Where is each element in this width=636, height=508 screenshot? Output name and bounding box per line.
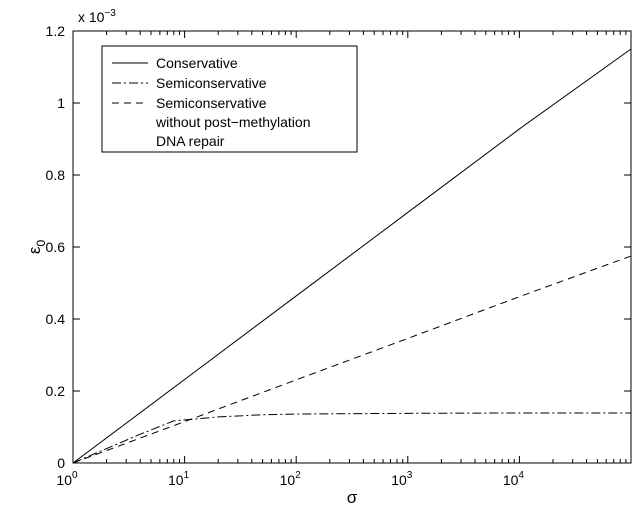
y-multiplier: x 10−3: [78, 8, 116, 25]
y-axis-label-sub: 0: [34, 240, 48, 247]
x-tick-label-0: 100: [56, 470, 78, 488]
x-tick-label-exp: 4: [518, 470, 524, 481]
x-tick-label-base: 10: [168, 472, 184, 488]
series-line-2: [72, 255, 632, 464]
y-multiplier-base: x 10: [78, 9, 105, 25]
x-tick-label-exp: 0: [72, 470, 78, 481]
y-tick-label-2: 0.4: [46, 311, 66, 327]
series-line-1: [72, 412, 631, 464]
x-tick-label-2: 102: [280, 470, 302, 488]
y-tick-label-1: 0.2: [46, 383, 66, 399]
y-multiplier-exp: −3: [104, 8, 116, 19]
legend: Conservative Semiconservative Semiconser…: [101, 45, 358, 153]
x-tick-label-base: 10: [56, 472, 72, 488]
y-tick-label-6: 1.2: [46, 23, 66, 39]
legend-label-semiconservative-no-repair-line1: Semiconservative: [156, 95, 267, 111]
x-tick-label-exp: 2: [295, 470, 301, 481]
x-tick-label-3: 103: [391, 470, 413, 488]
y-tick-label-5: 1: [57, 95, 65, 111]
y-axis-label: ε0: [25, 240, 48, 255]
x-tick-label-exp: 3: [407, 470, 413, 481]
legend-box: [101, 45, 358, 153]
x-axis-label: σ: [347, 488, 358, 507]
x-tick-label-exp: 1: [184, 470, 190, 481]
x-tick-label-1: 101: [168, 470, 190, 488]
series-layer: [72, 48, 632, 464]
x-tick-label-base: 10: [280, 472, 296, 488]
legend-label-conservative: Conservative: [156, 55, 238, 71]
y-axis-label-main: ε: [25, 246, 44, 254]
legend-label-semiconservative-no-repair-line3: DNA repair: [156, 133, 225, 149]
x-tick-label-4: 104: [503, 470, 525, 488]
y-tick-label-4: 0.8: [46, 167, 66, 183]
legend-label-semiconservative-no-repair-line2: without post−methylation: [155, 114, 310, 130]
x-tick-label-base: 10: [391, 472, 407, 488]
series-line-0: [72, 48, 632, 464]
y-tick-label-3: 0.6: [46, 239, 66, 255]
legend-label-semiconservative: Semiconservative: [156, 75, 267, 91]
x-tick-label-base: 10: [503, 472, 519, 488]
y-tick-label-0: 0: [57, 455, 65, 471]
